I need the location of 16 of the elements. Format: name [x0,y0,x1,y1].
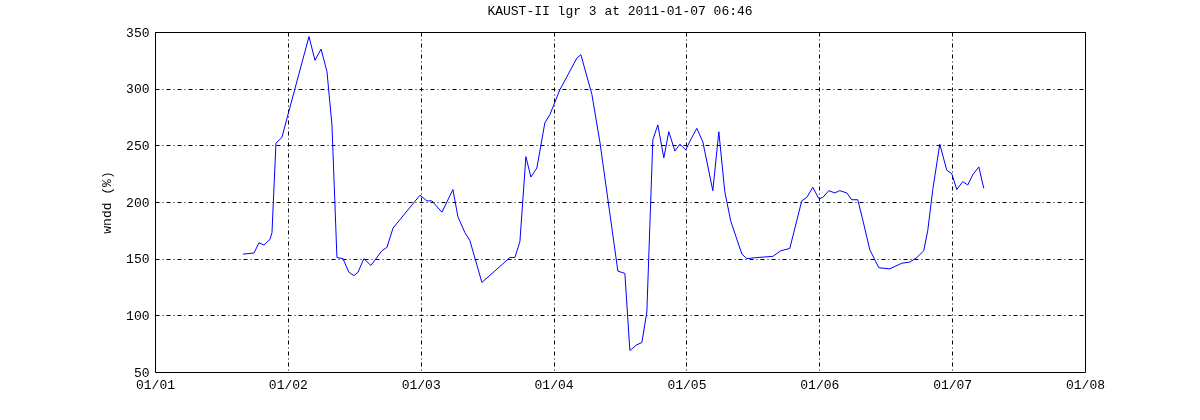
x-tick-label: 01/08 [1065,377,1106,393]
line-series [242,36,985,351]
x-tick-label: 01/07 [933,377,973,393]
x-tick-label: 01/03 [401,377,441,393]
x-tick-label: 01/05 [667,377,707,393]
y-tick-label: 300 [126,82,150,98]
y-tick-label: 150 [126,252,150,268]
x-tick-label: 01/06 [800,377,840,393]
chart-title: KAUST-II lgr 3 at 2011-01-07 06:46 [487,4,753,19]
y-tick-label: 200 [126,195,150,211]
x-tick-label: 01/04 [534,377,574,393]
x-tick-label: 01/02 [268,377,308,393]
y-axis-title: wndd (%) [100,171,116,234]
y-tick-label: 350 [126,25,150,41]
y-tick-label: 250 [126,138,150,154]
y-tick-label: 100 [126,308,150,324]
